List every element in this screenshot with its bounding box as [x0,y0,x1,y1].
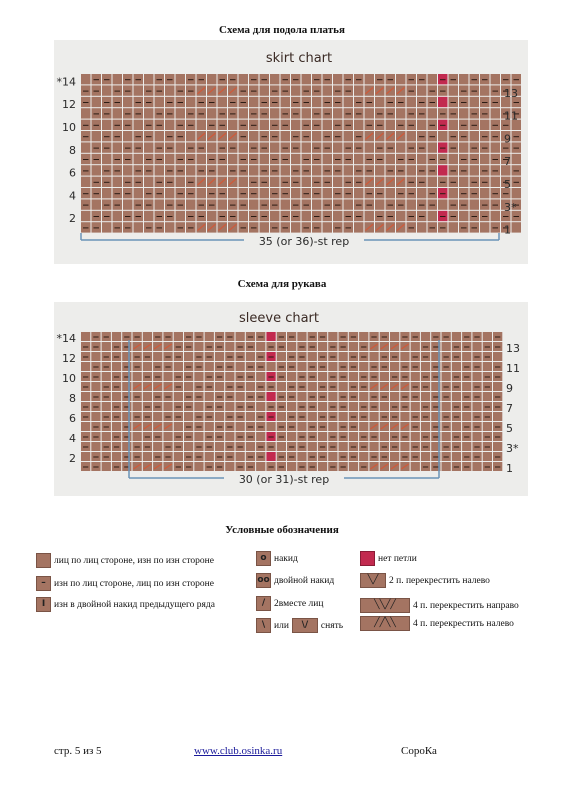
row-label-right: 9 [506,382,513,395]
row-label-right: 7 [506,402,513,415]
row-label-left: 10 [62,372,76,385]
legend-purl-label: изн по лиц стороне, лиц по изн стороне [54,578,214,589]
legend-cross4-left: ╱╱╲╲ 4 п. перекрестить налево [360,616,514,631]
purl-symbol-icon: – [36,576,51,591]
page-number: стр. 5 из 5 [54,745,102,757]
legend-yo: o накид [256,551,298,566]
legend-yo-label: накид [274,553,298,564]
sleeve-chart-graphic: sleeve chart *14 12 10 8 6 4 2 13 11 9 7 5 3* 1 30 (o… [57,311,520,486]
row-label-right: 1 [506,462,513,475]
ssk-symbol-icon: \ [256,618,271,633]
double-yo-symbol-icon: oo [256,573,271,588]
legend-cross4-right: ╲╲╱╱ 4 п. перекрестить направо [360,598,519,613]
legend-k2tog: / 2вместе лиц [256,596,323,611]
legend-heading: Условные обозначения [225,524,339,536]
purl-double-yo-symbol-icon: I [36,597,51,612]
cross4-left-symbol-icon: ╱╱╲╲ [360,616,410,631]
legend-no-stitch: нет петли [360,551,417,566]
legend-cross2: ╲╱ 2 п. перекрестить налево [360,573,490,588]
slip-symbol-icon: \/ [291,618,318,633]
row-label-right: 3* [506,442,519,455]
sleeve-chart-heading: Схема для рукава [237,278,327,290]
row-label-left: 4 [69,189,76,202]
row-label-right: 13 [504,87,518,100]
row-label-right: 5 [506,422,513,435]
cross4-right-symbol-icon: ╲╲╱╱ [360,598,410,613]
legend-purl-double-yo: I изн в двойной накид предыдущего ряда [36,597,215,612]
row-label-left: 4 [69,432,76,445]
skirt-rep-label: 35 (or 36)-st rep [259,235,349,248]
knit-symbol-icon [36,553,51,568]
legend-cross4-right-label: 4 п. перекрестить направо [413,600,519,611]
sleeve-rep-label: 30 (or 31)-st rep [239,473,329,486]
legend-no-stitch-label: нет петли [378,553,417,564]
row-label-right: 11 [506,362,520,375]
row-label-right: 13 [506,342,520,355]
row-label-left: 12 [62,98,76,111]
skirt-chart-heading: Схема для подола платья [219,24,345,36]
legend-k2tog-label: 2вместе лиц [274,598,324,609]
row-label-right: 3* [504,201,517,214]
row-label-left: *14 [57,332,77,345]
skirt-chart-title: skirt chart [266,51,332,66]
row-label-right: 11 [504,110,518,123]
skirt-chart: skirt chart *14 12 10 8 6 4 2 13 11 9 7 5 3* 1 35 (or… [54,40,528,264]
row-label-right: 5 [504,178,511,191]
site-link[interactable]: www.club.osinka.ru [194,745,283,757]
row-label-left: 12 [62,352,76,365]
row-label-left: 6 [69,167,76,180]
yo-symbol-icon: o [256,551,271,566]
sleeve-chart-title: sleeve chart [239,311,319,326]
legend-double-yo: oo двойной накид [256,573,334,588]
legend-purl-double-yo-label: изн в двойной накид предыдущего ряда [54,599,215,610]
cross2-left-symbol-icon: ╲╱ [360,573,386,588]
legend-purl: – изн по лиц стороне, лиц по изн стороне [36,576,214,591]
site-link-wrap: www.club.osinka.ru [194,745,282,757]
sleeve-chart: sleeve chart *14 12 10 8 6 4 2 13 11 9 7 5 3* 1 30 (o… [54,302,528,496]
row-label-left: *14 [57,75,77,88]
row-label-left: 8 [69,392,76,405]
author-name: СороКа [401,745,437,757]
legend-double-yo-label: двойной накид [274,575,335,586]
row-label-left: 10 [62,121,76,134]
row-label-left: 2 [69,212,76,225]
legend-or-label: или [274,620,289,631]
legend-knit: лиц по лиц стороне, изн по изн стороне [36,553,214,568]
row-label-right: 9 [504,132,511,145]
row-label-left: 6 [69,412,76,425]
row-label-left: 8 [69,144,76,157]
no-stitch-symbol-icon [360,551,375,566]
legend-cross2-label: 2 п. перекрестить налево [389,575,490,586]
legend-knit-label: лиц по лиц стороне, изн по изн стороне [54,555,214,566]
k2tog-symbol-icon: / [256,596,271,611]
legend-slip: \ или \/ снять [256,618,343,633]
skirt-chart-graphic: skirt chart *14 12 10 8 6 4 2 13 11 9 7 5 3* 1 35 (or… [57,51,521,248]
legend-cross4-left-label: 4 п. перекрестить налево [413,618,514,629]
legend-slip-label: снять [320,620,344,631]
row-label-left: 2 [69,452,76,465]
row-label-right: 7 [504,155,511,168]
row-label-right: 1 [504,224,511,237]
